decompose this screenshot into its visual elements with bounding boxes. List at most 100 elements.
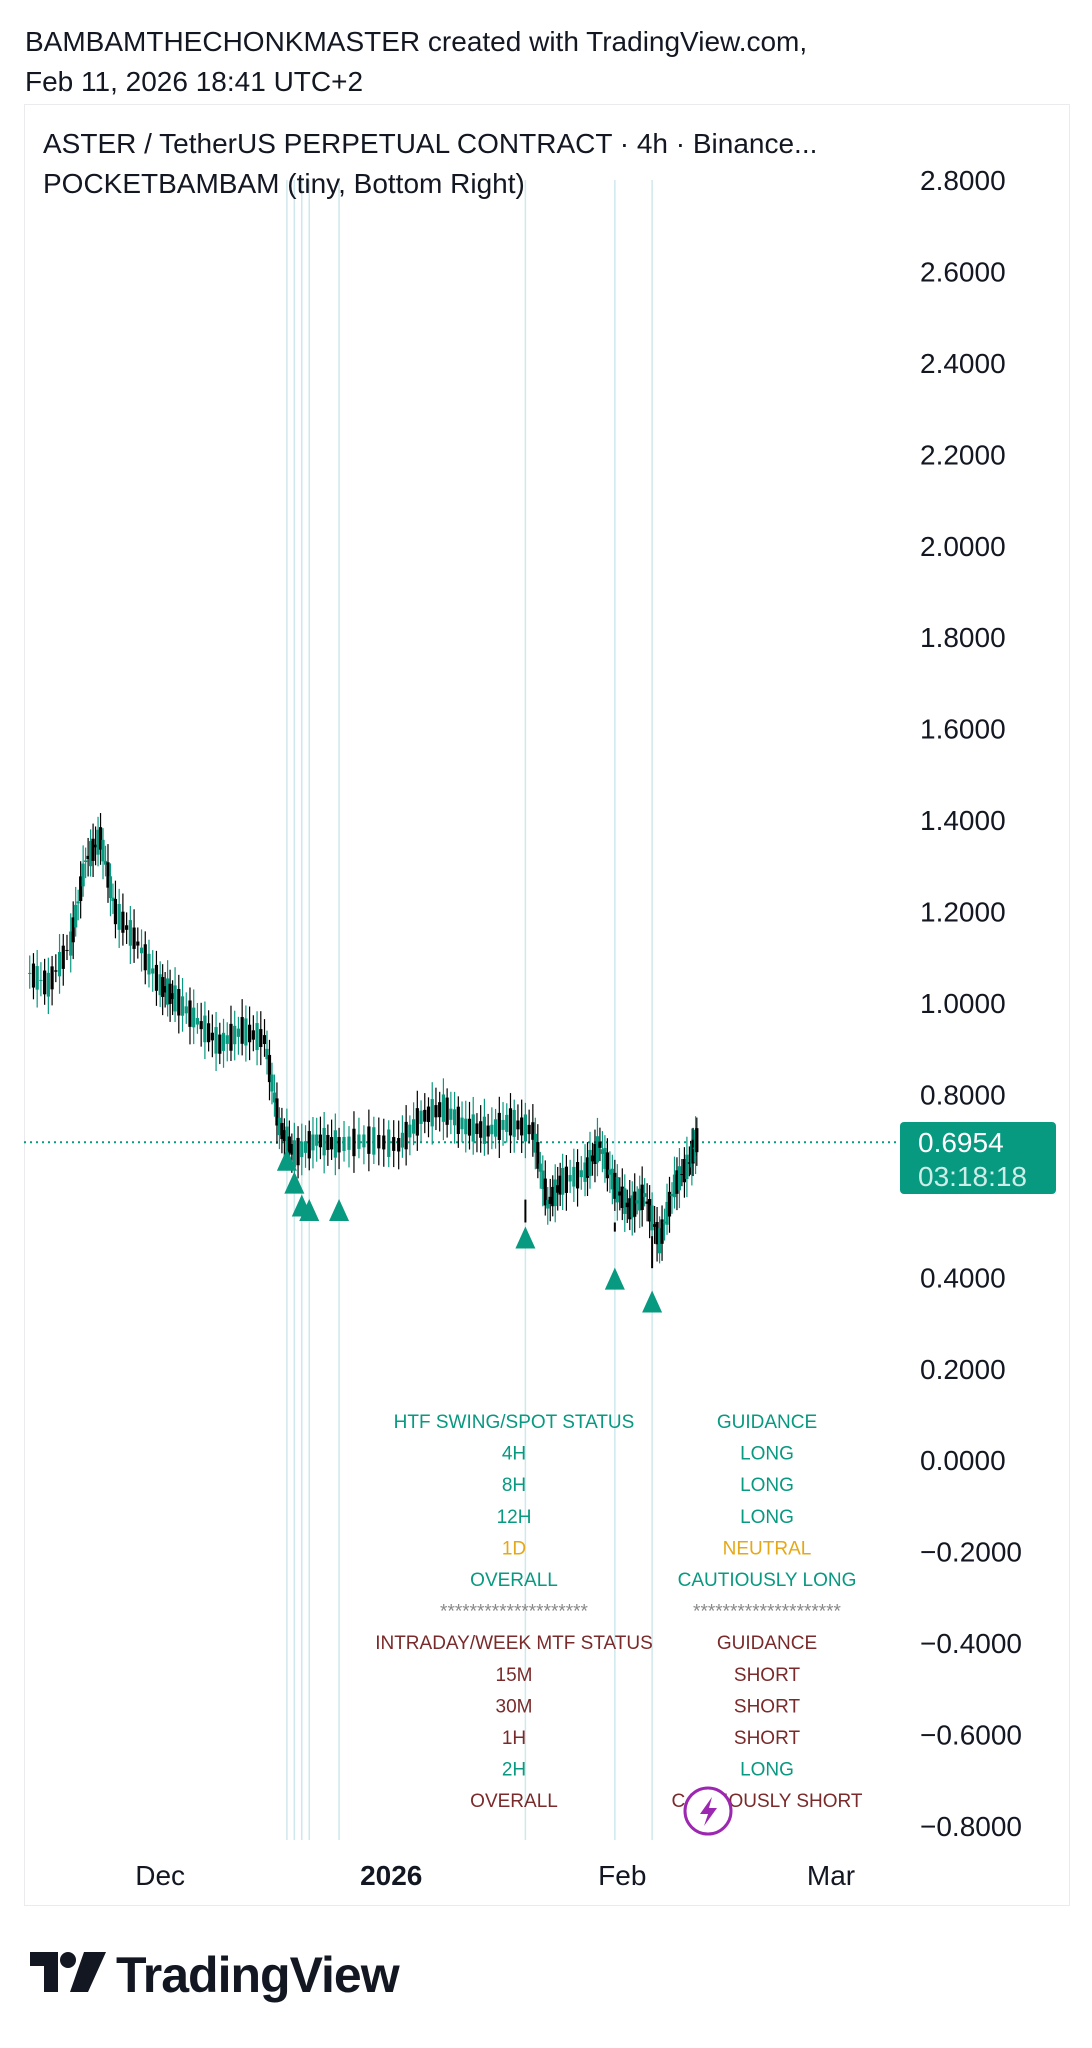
candle-body [214, 1027, 218, 1054]
candle-body [31, 963, 36, 988]
candle-body [512, 1109, 516, 1137]
candle-body [233, 1025, 237, 1045]
candle-body [177, 988, 181, 1016]
mtf-row-guidance: SHORT [734, 1696, 801, 1717]
htf-header-guidance: GUIDANCE [717, 1412, 817, 1433]
candle-body [648, 1199, 652, 1222]
candle-body [516, 1120, 520, 1130]
y-tick-label: 2.6000 [920, 256, 1006, 287]
candle-body [236, 1028, 241, 1037]
tradingview-logo-icon [30, 1952, 106, 1992]
htf-row-label: OVERALL [470, 1570, 558, 1591]
candle-body [143, 944, 147, 971]
candle-body [132, 927, 136, 949]
candle-body [35, 966, 39, 990]
candle-body [326, 1134, 330, 1150]
candle-body [523, 1114, 527, 1142]
mtf-row-label: 1H [502, 1728, 526, 1749]
candle-body [575, 1162, 580, 1189]
candle-body [173, 985, 177, 1012]
candle-body [551, 1186, 555, 1207]
htf-row-guidance: LONG [740, 1475, 794, 1496]
candle-body [556, 1185, 560, 1193]
candle-body [493, 1119, 498, 1137]
htf-header-label: HTF SWING/SPOT STATUS [394, 1412, 635, 1433]
candle-body [229, 1023, 233, 1051]
candle-body [292, 1140, 296, 1168]
y-tick-label: −0.6000 [920, 1720, 1022, 1751]
indicator-legend[interactable]: POCKETBAMBAM (tiny, Bottom Right) [43, 168, 525, 199]
candle-body [387, 1129, 391, 1157]
candle-body [426, 1106, 431, 1122]
candle-body [248, 1024, 252, 1043]
candle-body [282, 1130, 286, 1142]
lightning-bolt-icon [700, 1797, 717, 1826]
candle-body [84, 860, 88, 863]
attribution-line: BAMBAMTHECHONKMASTER created with Tradin… [25, 26, 808, 57]
candle-body [111, 897, 115, 902]
candle-body [170, 993, 175, 1000]
candle-body [558, 1175, 562, 1195]
candle-body [71, 917, 75, 943]
candle-body [635, 1200, 639, 1204]
candle-body [541, 1170, 545, 1190]
candle-body [203, 1015, 207, 1043]
candle-body [43, 970, 47, 995]
candle-body [486, 1125, 490, 1137]
candle-body [672, 1174, 677, 1198]
buy-signal-icon [284, 1171, 305, 1194]
candle-body [600, 1149, 605, 1154]
candle-body [685, 1154, 689, 1179]
candle-body [520, 1117, 524, 1136]
candle-body [638, 1188, 642, 1211]
y-tick-label: −0.8000 [920, 1811, 1022, 1842]
htf-row-label: 12H [497, 1507, 532, 1528]
buy-signal-icon [276, 1148, 297, 1171]
candle-body [670, 1194, 674, 1197]
candle-body [691, 1139, 695, 1164]
candle-body [195, 1018, 200, 1025]
candle-body [158, 974, 162, 996]
candle-body [620, 1186, 624, 1209]
candle-body [548, 1196, 552, 1204]
table-separator-guidance: ******************** [693, 1602, 841, 1623]
candle-body [445, 1097, 449, 1125]
candle-body [199, 1021, 203, 1030]
candle-body [218, 1034, 222, 1054]
candle-body [590, 1155, 595, 1162]
candle-body [479, 1121, 483, 1138]
candle-body [244, 1018, 248, 1046]
y-tick-label: 1.8000 [920, 622, 1006, 653]
y-tick-label: 0.2000 [920, 1354, 1006, 1385]
candle-body [265, 1048, 269, 1060]
candle-body [475, 1123, 479, 1135]
y-tick-label: 1.0000 [920, 988, 1006, 1019]
candle-body [184, 1006, 188, 1014]
candle-body [630, 1195, 634, 1218]
candle-body [101, 839, 105, 862]
candle-body [660, 1219, 664, 1244]
candle-body [225, 1035, 229, 1044]
candle-body [352, 1128, 356, 1157]
y-tick-label: 0.4000 [920, 1262, 1006, 1293]
candle-body [262, 1035, 267, 1045]
mtf-row-guidance: SHORT [734, 1728, 801, 1749]
candle-body [106, 862, 110, 888]
candle-body [113, 898, 118, 925]
y-tick-label: 1.6000 [920, 714, 1006, 745]
candle-body [303, 1141, 308, 1153]
y-tick-label: −0.4000 [920, 1628, 1022, 1659]
candle-body [675, 1170, 679, 1194]
symbol-legend[interactable]: ASTER / TetherUS PERPETUAL CONTRACT · 4h… [43, 128, 818, 159]
candle-body [497, 1112, 501, 1140]
candle-body [682, 1159, 687, 1183]
candle-body [93, 844, 98, 848]
y-tick-label: −0.2000 [920, 1537, 1022, 1568]
candle-body [456, 1106, 460, 1135]
candle-body [677, 1166, 682, 1191]
candle-body [471, 1114, 475, 1142]
candle-body [593, 1143, 597, 1164]
candle-body [645, 1201, 649, 1204]
candle-body [419, 1110, 423, 1124]
